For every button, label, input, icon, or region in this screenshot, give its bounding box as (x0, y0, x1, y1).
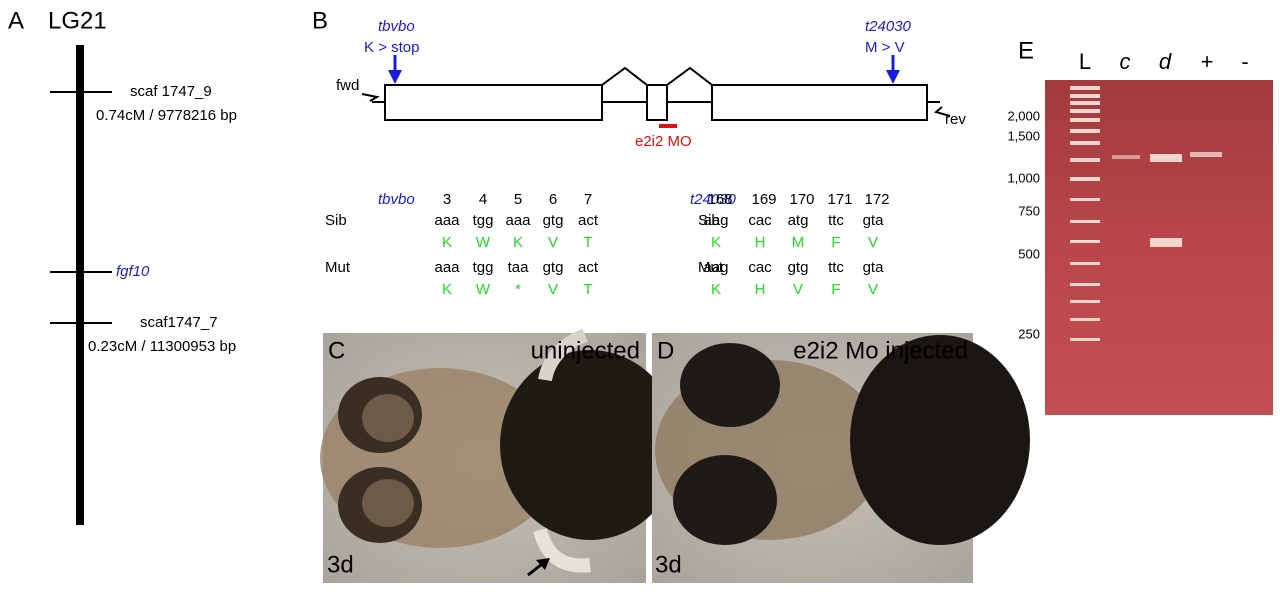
codon-number: 172 (864, 191, 889, 208)
residue: V (793, 281, 803, 298)
morpholino-site (659, 124, 677, 128)
marker-position: 0.23cM / 11300953 bp (88, 338, 236, 355)
residue: T (583, 234, 592, 251)
triplet: tgg (473, 259, 494, 276)
morpholino-label: e2i2 MO (635, 133, 692, 150)
residue: V (548, 234, 558, 251)
triplet: aaa (505, 212, 531, 229)
lane-label: c (1120, 49, 1131, 74)
gel (1045, 80, 1273, 415)
allele-name: tbvbo (378, 191, 415, 208)
condition-label: uninjected (531, 337, 640, 364)
triplet: act (578, 259, 599, 276)
marker-name: scaf1747_7 (140, 314, 218, 331)
panel-label: E (1018, 37, 1034, 64)
marker-position: 0.74cM / 9778216 bp (96, 107, 237, 124)
residue: W (476, 234, 491, 251)
marker-name: fgf10 (116, 263, 150, 280)
residue: V (868, 234, 878, 251)
chromosome-title: LG21 (48, 7, 107, 34)
chromosome (76, 45, 84, 525)
codon-number: 170 (789, 191, 814, 208)
residue: M (792, 234, 805, 251)
triplet: atg (788, 212, 809, 229)
triplet: gtg (543, 212, 564, 229)
allele-name: t24030 (690, 191, 737, 208)
primer-label: rev (945, 111, 966, 128)
triplet: taa (508, 259, 530, 276)
triplet: tgg (473, 212, 494, 229)
ladder-size: 250 (1018, 326, 1040, 341)
photo-uninjected (320, 328, 680, 583)
codon-number: 168 (707, 191, 732, 208)
lane-label: L (1079, 49, 1091, 74)
codon-number: 171 (827, 191, 852, 208)
codon-number: 5 (514, 191, 522, 208)
panel-label: B (312, 7, 328, 34)
codon-number: 3 (443, 191, 451, 208)
ladder-size: 750 (1018, 203, 1040, 218)
triplet: gta (863, 259, 885, 276)
primer-label: fwd (336, 77, 359, 94)
triplet: gtg (788, 259, 809, 276)
residue: K (442, 234, 452, 251)
residue: V (868, 281, 878, 298)
ladder-size: 500 (1018, 246, 1040, 261)
codon-number: 7 (584, 191, 592, 208)
mutation-change: M > V (865, 39, 905, 56)
triplet: aag (703, 212, 728, 229)
residue: * (515, 281, 521, 298)
mutation-change: K > stop (364, 39, 419, 56)
residue: V (548, 281, 558, 298)
triplet: aaa (434, 259, 460, 276)
lane-label: - (1241, 49, 1248, 74)
allele-name: tbvbo (378, 18, 415, 35)
marker-name: scaf 1747_9 (130, 83, 212, 100)
ladder-size: 1,000 (1007, 170, 1040, 185)
residue: K (711, 281, 721, 298)
triplet: act (578, 212, 599, 229)
triplet: ttc (828, 259, 844, 276)
row-label: Mut (698, 259, 724, 276)
residue: K (513, 234, 523, 251)
triplet: ttc (828, 212, 844, 229)
residue: W (476, 281, 491, 298)
triplet: gta (863, 212, 885, 229)
triplet: cac (748, 259, 772, 276)
panel-label: A (8, 7, 24, 34)
allele-name: t24030 (865, 18, 912, 35)
residue: K (442, 281, 452, 298)
residue: H (755, 281, 766, 298)
panel-label: C (328, 337, 345, 364)
lane-label: d (1159, 49, 1172, 74)
residue: H (755, 234, 766, 251)
triplet: aag (703, 259, 728, 276)
age-label: 3d (655, 551, 682, 578)
mutation-arrows (388, 55, 900, 84)
row-label: Mut (325, 259, 351, 276)
residue: F (831, 281, 840, 298)
residue: F (831, 234, 840, 251)
ladder-size: 1,500 (1007, 128, 1040, 143)
triplet: gtg (543, 259, 564, 276)
row-label: Sib (325, 212, 347, 229)
residue: T (583, 281, 592, 298)
codon-number: 4 (479, 191, 487, 208)
triplet: aaa (434, 212, 460, 229)
condition-label: e2i2 Mo injected (793, 337, 968, 364)
panel-label: D (657, 337, 674, 364)
triplet: cac (748, 212, 772, 229)
age-label: 3d (327, 551, 354, 578)
photo-injected (652, 333, 1030, 583)
lane-label: + (1201, 49, 1214, 74)
residue: K (711, 234, 721, 251)
gene-model (361, 66, 951, 121)
codon-number: 6 (549, 191, 557, 208)
codon-number: 169 (751, 191, 776, 208)
ladder-size: 2,000 (1007, 108, 1040, 123)
row-label: Sib (698, 212, 720, 229)
